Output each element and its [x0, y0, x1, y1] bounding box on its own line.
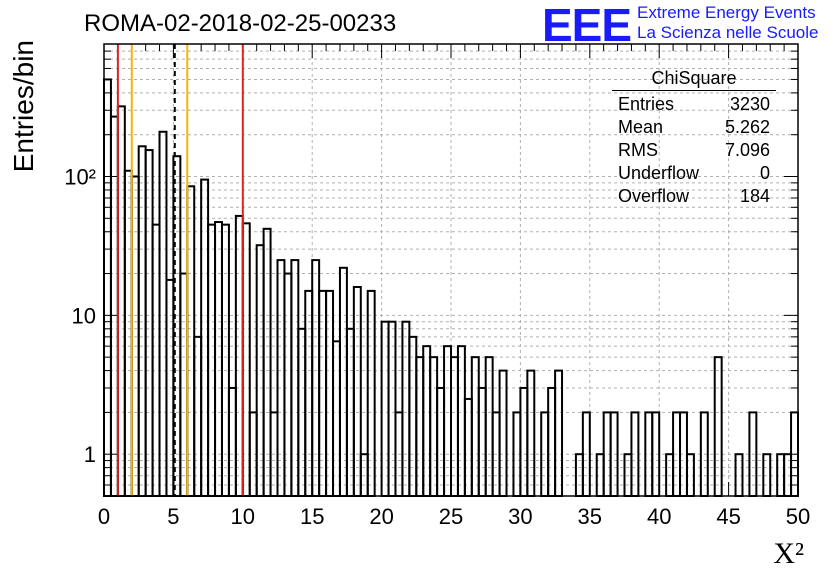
histogram-bin [713, 356, 723, 498]
stats-value: 184 [739, 186, 770, 206]
histogram-bin [207, 223, 217, 497]
histogram-bin [408, 335, 418, 497]
histogram-bin [214, 221, 223, 497]
stats-row-overflow: Overflow 184 [612, 185, 776, 208]
histogram-bin [463, 397, 473, 497]
chart-title: ROMA-02-2018-02-25-00233 [84, 10, 397, 37]
stats-value: 3230 [729, 94, 770, 114]
histogram-bin [241, 222, 251, 497]
logo-text-line1: Extreme Energy Events [637, 3, 816, 22]
stats-label: Overflow [618, 186, 690, 206]
y-axis-label: Entries/bin [8, 40, 39, 172]
stats-label: Entries [618, 94, 675, 114]
histogram-bin [109, 115, 119, 498]
histogram-bin [415, 356, 425, 498]
histogram-bin [422, 345, 432, 498]
histogram-bin [283, 272, 293, 497]
histogram-bin [429, 356, 439, 498]
stats-title: ChiSquare [612, 68, 776, 91]
x-tick-label: 0 [98, 504, 110, 529]
histogram-bin [200, 178, 210, 497]
histogram-bin [151, 223, 161, 497]
histogram-bin [227, 386, 237, 497]
x-tick-label: 35 [578, 504, 602, 529]
histogram-bin [470, 356, 480, 498]
histogram-bin [519, 386, 529, 497]
stats-box: ChiSquare Entries 3230 Mean 5.262 RMS 7.… [612, 68, 776, 208]
stats-row-entries: Entries 3230 [612, 93, 776, 116]
histogram-bin [401, 320, 411, 498]
x-tick-label: 45 [716, 504, 740, 529]
x-tick-label: 10 [231, 504, 255, 529]
histogram-bin [436, 386, 446, 497]
histogram-bin [456, 345, 466, 498]
histogram-bin [526, 369, 536, 498]
stats-label: Mean [618, 117, 664, 137]
stats-row-rms: RMS 7.096 [612, 139, 776, 162]
x-tick-label: 40 [647, 504, 671, 529]
histogram-bin [352, 286, 362, 497]
stats-label: Underflow [618, 163, 700, 183]
histogram-bin [332, 340, 341, 497]
histogram-bin [116, 105, 126, 498]
x-tick-label: 15 [300, 504, 324, 529]
eee-logo: EEE [542, 0, 632, 51]
histogram-bin [179, 272, 189, 497]
histogram-bin [123, 169, 133, 498]
histogram-bin [338, 266, 348, 497]
x-axis-label: X² [773, 537, 804, 570]
histogram-bin [547, 386, 557, 497]
stats-value: 7.096 [724, 140, 770, 160]
x-tick-label: 25 [439, 504, 463, 529]
y-tick-label: 10 [72, 303, 96, 328]
logo-text-line2: La Scienza nelle Scuole [637, 23, 819, 42]
histogram-bin [220, 223, 230, 497]
stats-label: RMS [618, 140, 658, 160]
histogram-bin [477, 386, 487, 497]
histogram-bin [380, 320, 390, 498]
histogram-bin [262, 227, 272, 498]
stats-row-underflow: Underflow 0 [612, 162, 776, 185]
x-tick-label: 50 [786, 504, 810, 529]
y-tick-label: 10² [64, 164, 96, 189]
histogram-bin [130, 175, 140, 497]
histogram-bin [484, 356, 494, 498]
stats-row-mean: Mean 5.262 [612, 116, 776, 139]
x-tick-label: 5 [167, 504, 179, 529]
histogram-bin [186, 185, 196, 497]
stats-value: 5.262 [724, 117, 770, 137]
histogram-bin [137, 145, 147, 498]
histogram-bin [103, 78, 112, 498]
y-tick-label: 1 [84, 442, 96, 467]
stats-value: 0 [759, 163, 770, 183]
histogram-bin [443, 345, 452, 498]
x-tick-label: 30 [508, 504, 532, 529]
plot-frame [103, 43, 799, 497]
histogram-bin [498, 369, 508, 498]
histogram-bin [158, 130, 168, 497]
histogram-bin [144, 149, 154, 497]
histogram-bin [450, 356, 459, 498]
histogram-bin [387, 320, 397, 498]
x-tick-label: 20 [369, 504, 393, 529]
histogram-bin [554, 369, 564, 498]
histogram-bin [193, 335, 203, 497]
